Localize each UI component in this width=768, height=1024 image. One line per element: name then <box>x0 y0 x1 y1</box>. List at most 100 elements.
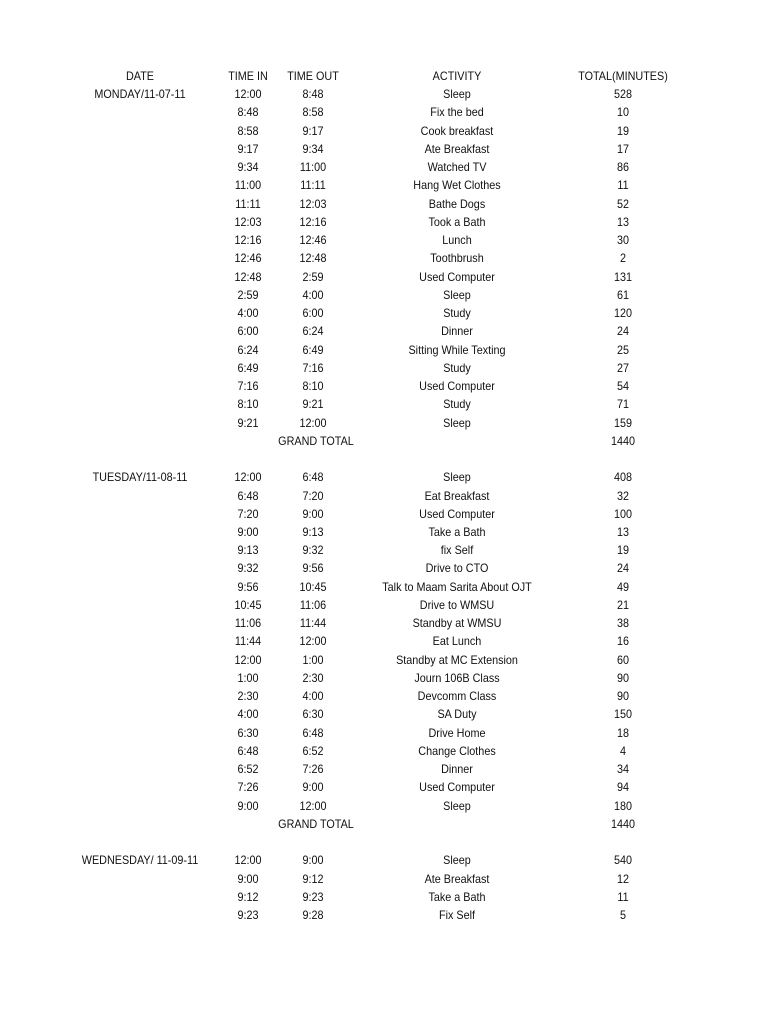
time-out: 12:03 <box>299 196 327 211</box>
total-minutes: 4 <box>619 743 627 758</box>
total-minutes: 90 <box>616 689 630 704</box>
activity: Study <box>443 306 471 321</box>
activity: Take a Bath <box>428 889 486 904</box>
grand-total-label: GRAND TOTAL <box>278 816 354 831</box>
time-out: 12:48 <box>299 251 327 266</box>
activity: Drive to WMSU <box>419 597 495 612</box>
total-minutes: 71 <box>616 397 630 412</box>
table-row: 9:21 12:00 Sleep 159 <box>0 414 768 432</box>
time-out: 6:30 <box>302 707 324 722</box>
time-in: 6:49 <box>237 360 259 375</box>
total-minutes: 24 <box>616 561 630 576</box>
total-minutes: 32 <box>616 488 630 503</box>
time-in: 12:00 <box>234 87 262 102</box>
grand-total-value: 1440 <box>610 433 636 448</box>
activity: Toothbrush <box>430 251 484 266</box>
table-row: 8:58 9:17 Cook breakfast 19 <box>0 122 768 140</box>
header-activity: ACTIVITY <box>432 69 482 83</box>
total-minutes: 86 <box>616 160 630 175</box>
total-minutes: 19 <box>616 543 630 558</box>
time-out: 8:10 <box>302 379 324 394</box>
activity: Dinner <box>441 324 473 339</box>
time-out: 6:24 <box>302 324 324 339</box>
total-minutes: 25 <box>616 342 630 357</box>
time-out: 8:48 <box>302 87 324 102</box>
grand-total-row: GRAND TOTAL 1440 <box>0 815 768 833</box>
activity: Dinner <box>441 762 473 777</box>
header-row: DATE TIME IN TIME OUT ACTIVITY TOTAL(MIN… <box>0 67 768 85</box>
time-in: 6:48 <box>237 488 259 503</box>
time-out: 7:16 <box>302 360 324 375</box>
activity: Change Clothes <box>418 743 496 758</box>
time-out: 7:26 <box>302 762 324 777</box>
total-minutes: 24 <box>616 324 630 339</box>
grand-total-row: GRAND TOTAL 1440 <box>0 432 768 450</box>
time-in: 9:13 <box>237 543 259 558</box>
grand-total-label: GRAND TOTAL <box>278 433 354 448</box>
time-in: 9:00 <box>237 798 259 813</box>
time-out: 6:00 <box>302 306 324 321</box>
activity: Sleep <box>443 287 471 302</box>
table-row: 6:00 6:24 Dinner 24 <box>0 322 768 340</box>
time-out: 9:32 <box>302 543 324 558</box>
time-in: 11:44 <box>234 634 262 649</box>
time-in: 6:00 <box>237 324 259 339</box>
table-row: 9:23 9:28 Fix Self 5 <box>0 906 768 924</box>
total-minutes: 27 <box>616 360 630 375</box>
time-in: 7:20 <box>237 506 259 521</box>
total-minutes: 38 <box>616 616 630 631</box>
time-out: 6:49 <box>302 342 324 357</box>
activity: Standby at MC Extension <box>396 652 518 667</box>
total-minutes: 12 <box>616 871 630 886</box>
time-out: 2:30 <box>302 670 324 685</box>
time-out: 6:48 <box>302 725 324 740</box>
time-out: 7:20 <box>302 488 324 503</box>
time-in: 7:16 <box>237 379 259 394</box>
total-minutes: 18 <box>616 725 630 740</box>
activity: Used Computer <box>419 506 495 521</box>
activity: Sleep <box>443 853 471 868</box>
time-in: 4:00 <box>237 306 259 321</box>
time-in: 9:21 <box>237 415 259 430</box>
table-row: 11:06 11:44 Standby at WMSU 38 <box>0 614 768 632</box>
total-minutes: 90 <box>616 670 630 685</box>
total-minutes: 30 <box>616 233 630 248</box>
table-row: 9:17 9:34 Ate Breakfast 17 <box>0 140 768 158</box>
table-row: 11:44 12:00 Eat Lunch 16 <box>0 632 768 650</box>
table-row: MONDAY/11-07-11 12:00 8:48 Sleep 528 <box>0 85 768 103</box>
time-out: 2:59 <box>302 269 324 284</box>
time-out: 12:00 <box>299 634 327 649</box>
activity: Used Computer <box>419 379 495 394</box>
table-row: 7:20 9:00 Used Computer 100 <box>0 505 768 523</box>
table-row: 7:16 8:10 Used Computer 54 <box>0 377 768 395</box>
time-in: 12:16 <box>234 233 262 248</box>
table-row: 12:03 12:16 Took a Bath 13 <box>0 213 768 231</box>
total-minutes: 16 <box>616 634 630 649</box>
time-out: 9:00 <box>302 853 324 868</box>
total-minutes: 10 <box>616 105 630 120</box>
day-date: MONDAY/11-07-11 <box>94 87 186 102</box>
table-row: 12:46 12:48 Toothbrush 2 <box>0 249 768 267</box>
activity: Sleep <box>443 415 471 430</box>
activity: Ate Breakfast <box>424 871 490 886</box>
time-in: 1:00 <box>237 670 259 685</box>
header-time-out: TIME OUT <box>287 69 339 83</box>
table-row: 9:00 9:13 Take a Bath 13 <box>0 523 768 541</box>
total-minutes: 180 <box>613 798 633 813</box>
total-minutes: 13 <box>616 214 630 229</box>
time-in: 12:00 <box>234 853 262 868</box>
time-in: 9:23 <box>237 908 259 923</box>
table-row: 9:34 11:00 Watched TV 86 <box>0 158 768 176</box>
activity: Used Computer <box>419 780 495 795</box>
time-in: 9:56 <box>237 579 259 594</box>
time-in: 6:52 <box>237 762 259 777</box>
time-out: 6:52 <box>302 743 324 758</box>
table-row: 9:32 9:56 Drive to CTO 24 <box>0 559 768 577</box>
activity: Sleep <box>443 798 471 813</box>
total-minutes: 408 <box>613 470 633 485</box>
time-out: 9:34 <box>302 141 324 156</box>
total-minutes: 100 <box>613 506 633 521</box>
table-row: 6:24 6:49 Sitting While Texting 25 <box>0 341 768 359</box>
table-row: 6:49 7:16 Study 27 <box>0 359 768 377</box>
time-out: 9:00 <box>302 506 324 521</box>
